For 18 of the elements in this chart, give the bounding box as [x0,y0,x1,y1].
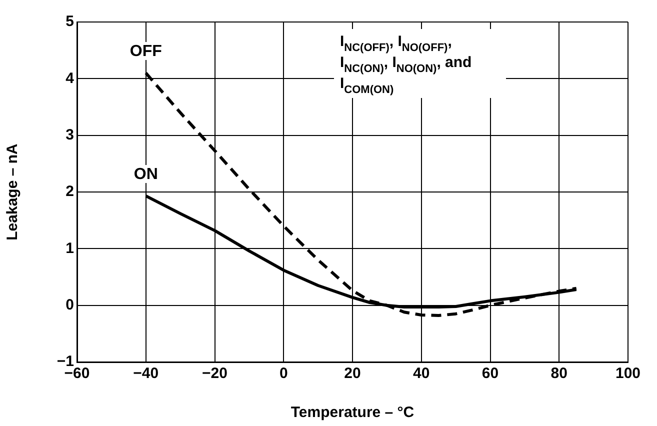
x-tick-label: −20 [202,365,228,382]
x-tick-label: 0 [279,365,288,382]
x-tick-label: 40 [413,365,430,382]
x-tick-label: −40 [133,365,159,382]
y-tick-label: 0 [66,296,74,314]
x-tick-label: 80 [550,365,568,382]
y-tick-label: 1 [66,240,74,257]
y-tick-label: 2 [66,183,74,200]
x-tick-label: 100 [615,365,641,382]
x-tick-label: 60 [482,365,499,382]
y-tick-label: 4 [66,70,75,87]
x-tick-label: 20 [344,365,361,382]
series-label: OFF [130,43,162,60]
y-tick-label: 5 [66,13,74,30]
series-label: ON [134,166,158,183]
y-axis-title: Leakage – nA [4,143,22,240]
x-axis-title: Temperature – °C [290,404,414,422]
y-tick-label: 3 [66,126,74,144]
